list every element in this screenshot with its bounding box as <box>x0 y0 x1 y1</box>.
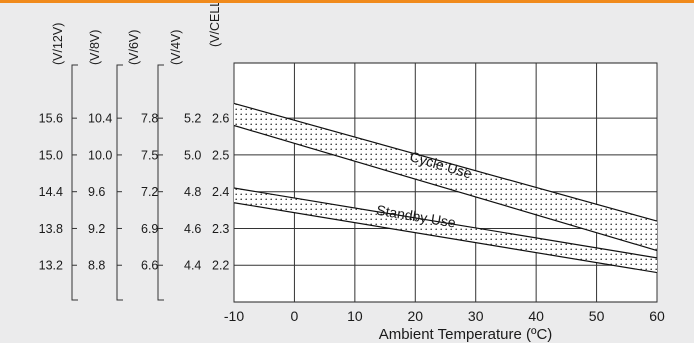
band-fill-cycle-use <box>234 103 657 251</box>
axis-tick-label: 4.6 <box>184 222 201 236</box>
axis-tick-label: 15.6 <box>39 112 63 126</box>
axis-tick-label: 10.4 <box>88 112 112 126</box>
x-axis-label: Ambient Temperature (ºC) <box>379 326 553 343</box>
x-tick-label: 60 <box>649 308 665 324</box>
axis-unit-label: (V/12V) <box>51 23 65 65</box>
y-tick-label: 2.5 <box>212 148 229 162</box>
band-standby-use <box>233 187 658 274</box>
axis-tick-label: 5.2 <box>184 112 201 126</box>
axis-tick-label: 14.4 <box>39 185 63 199</box>
axis-tick-label: 13.2 <box>39 259 63 273</box>
axis-bracket <box>71 64 78 301</box>
axis-tick-label: 8.8 <box>88 259 105 273</box>
y-tick-label: 2.3 <box>212 222 229 236</box>
series-bands <box>233 102 658 274</box>
band-lower-line-cycle-use <box>233 124 658 252</box>
axis-tick-label: 7.5 <box>141 148 158 162</box>
y-tick-label: 2.2 <box>212 259 229 273</box>
band-upper-line-standby-use <box>233 187 658 259</box>
y-axis-cell: 2.6 2.5 2.4 2.3 2.2 (V/CELL) <box>208 3 229 273</box>
x-tick-label: -10 <box>224 308 244 324</box>
axis-bracket <box>116 64 123 301</box>
axis-tick-label: 5.0 <box>184 148 201 162</box>
axis-tick-label: 10.0 <box>88 148 112 162</box>
axis-bracket <box>157 64 164 301</box>
axis-unit-label: (V/8V) <box>88 30 102 65</box>
band-upper-line-cycle-use <box>233 102 658 222</box>
axis-tick-label: 4.8 <box>184 185 201 199</box>
band-lower-line-standby-use <box>233 202 658 274</box>
x-tick-label: 20 <box>407 308 423 324</box>
axis-tick-label: 7.2 <box>141 185 158 199</box>
y-axis-label: (V/CELL) <box>208 3 222 47</box>
axis-tick-label: 6.6 <box>141 259 158 273</box>
axis-tick-label: 6.9 <box>141 222 158 236</box>
y-tick-label: 2.6 <box>212 112 229 126</box>
axis-tick-label: 7.8 <box>141 112 158 126</box>
axis-v-12v: (V/12V) 15.6 15.0 14.4 13.8 13.2 <box>39 23 65 273</box>
secondary-voltage-axes: (V/12V) 15.6 15.0 14.4 13.8 13.2 (V/8V) 10.4 10.… <box>39 23 201 301</box>
axis-tick-label: 4.4 <box>184 259 201 273</box>
axis-tick-label: 9.2 <box>88 222 105 236</box>
x-tick-label: 50 <box>589 308 605 324</box>
axis-unit-label: (V/4V) <box>169 30 183 65</box>
axis-tick-label: 13.8 <box>39 222 63 236</box>
x-axis: Ambient Temperature (ºC) -10 0 10 20 30 40 50 6… <box>224 308 665 343</box>
x-tick-label: 10 <box>347 308 363 324</box>
axis-tick-label: 9.6 <box>88 185 105 199</box>
band-fill-standby-use <box>234 188 657 273</box>
x-tick-label: 0 <box>291 308 299 324</box>
axis-v-8v: (V/8V) 10.4 10.0 9.6 9.2 8.8 <box>71 30 112 301</box>
axis-unit-label: (V/6V) <box>127 30 141 65</box>
axis-tick-label: 15.0 <box>39 148 63 162</box>
x-tick-label: 40 <box>528 308 544 324</box>
axis-v-4v: (V/4V) 5.2 5.0 4.8 4.6 4.4 <box>157 30 201 301</box>
y-tick-label: 2.4 <box>212 185 229 199</box>
band-cycle-use <box>233 102 658 252</box>
axis-v-6v: (V/6V) 7.8 7.5 7.2 6.9 6.6 <box>116 30 158 301</box>
x-tick-label: 30 <box>468 308 484 324</box>
